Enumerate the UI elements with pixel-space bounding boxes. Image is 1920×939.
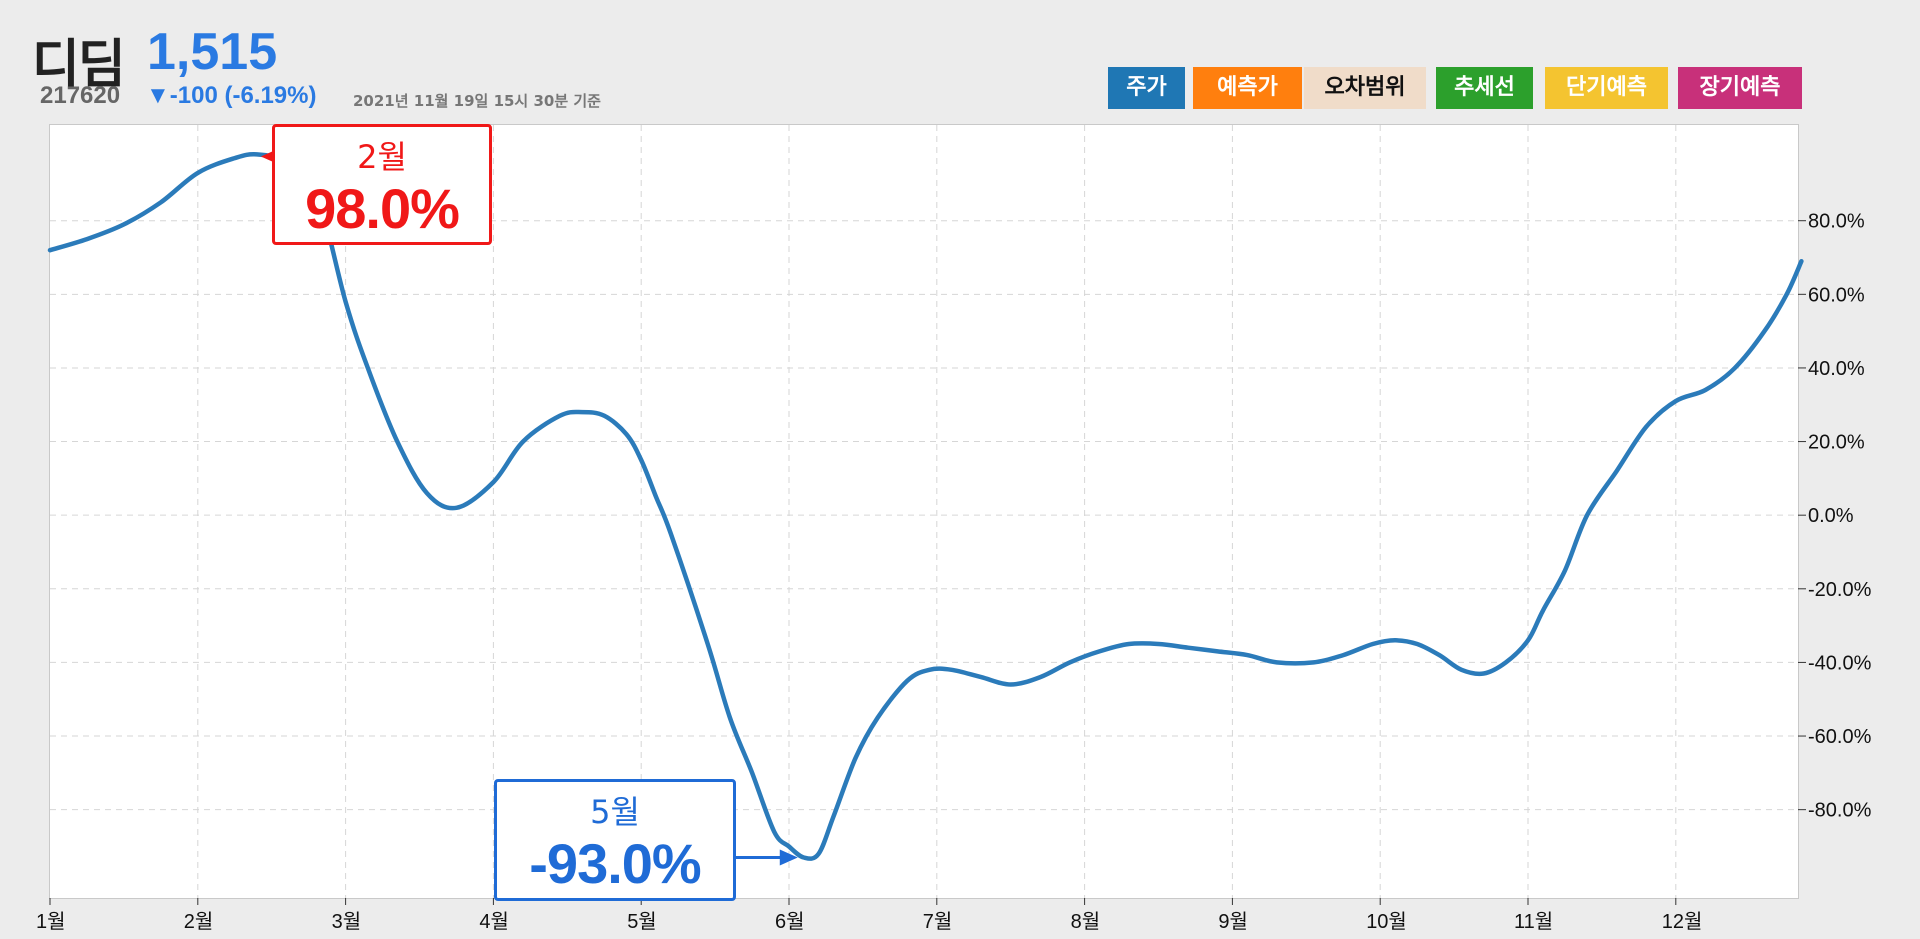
x-tick-label: 3월 [332, 910, 362, 933]
stock-header: 디딤 1,515 217620 ▼-100 (-6.19%) 2021년 11월… [0, 0, 1920, 120]
legend-trendline-button[interactable]: 추세선 [1436, 67, 1533, 109]
y-tick-label: 0.0% [1808, 505, 1854, 527]
stock-price-line [47, 152, 1804, 861]
max-month-label: 2월 [357, 138, 407, 176]
price-change: ▼-100 (-6.19%) [146, 82, 317, 109]
y-tick-label: -40.0% [1808, 652, 1872, 674]
y-tick-label: -60.0% [1808, 726, 1872, 748]
stock-name: 디딤 [32, 35, 126, 95]
x-tick-label: 12월 [1662, 910, 1703, 933]
min-arrow-head [779, 849, 798, 866]
x-tick-label: 5월 [627, 910, 657, 933]
min-percent-label: -93.0% [529, 832, 701, 895]
legend-long-term-forecast-button[interactable]: 장기예측 [1678, 67, 1802, 109]
legend-predicted-price-button[interactable]: 예측가 [1193, 67, 1302, 109]
x-tick-label: 10월 [1366, 910, 1407, 933]
legend-stock-price-button[interactable]: 주가 [1108, 67, 1185, 109]
x-tick-label: 6월 [775, 910, 805, 933]
max-percent-label: 98.0% [305, 177, 460, 240]
x-tick-label: 9월 [1218, 910, 1248, 933]
legend-short-term-forecast-button[interactable]: 단기예측 [1545, 67, 1668, 109]
chart-plot-area [49, 124, 1799, 899]
x-tick-label: 7월 [923, 910, 953, 933]
y-tick-label: 20.0% [1808, 432, 1865, 454]
x-tick-label: 2월 [184, 910, 214, 933]
max-value-callout: 2월 98.0% [272, 124, 492, 245]
legend-error-range-button[interactable]: 오차범위 [1304, 67, 1426, 109]
y-tick-label: 80.0% [1808, 211, 1865, 233]
y-tick-label: -80.0% [1808, 800, 1872, 822]
y-tick-label: 60.0% [1808, 284, 1865, 306]
timestamp: 2021년 11월 19일 15시 30분 기준 [353, 92, 601, 110]
x-tick-label: 8월 [1071, 910, 1101, 933]
y-tick-label: 40.0% [1808, 358, 1865, 380]
x-tick-label: 1월 [36, 910, 66, 933]
x-tick-label: 11월 [1514, 910, 1553, 933]
stock-code: 217620 [40, 82, 121, 109]
min-month-label: 5월 [590, 793, 640, 831]
y-tick-label: -20.0% [1808, 579, 1872, 601]
stock-price: 1,515 [147, 23, 278, 81]
x-tick-label: 4월 [479, 910, 509, 933]
min-value-callout: 5월 -93.0% [494, 779, 736, 901]
